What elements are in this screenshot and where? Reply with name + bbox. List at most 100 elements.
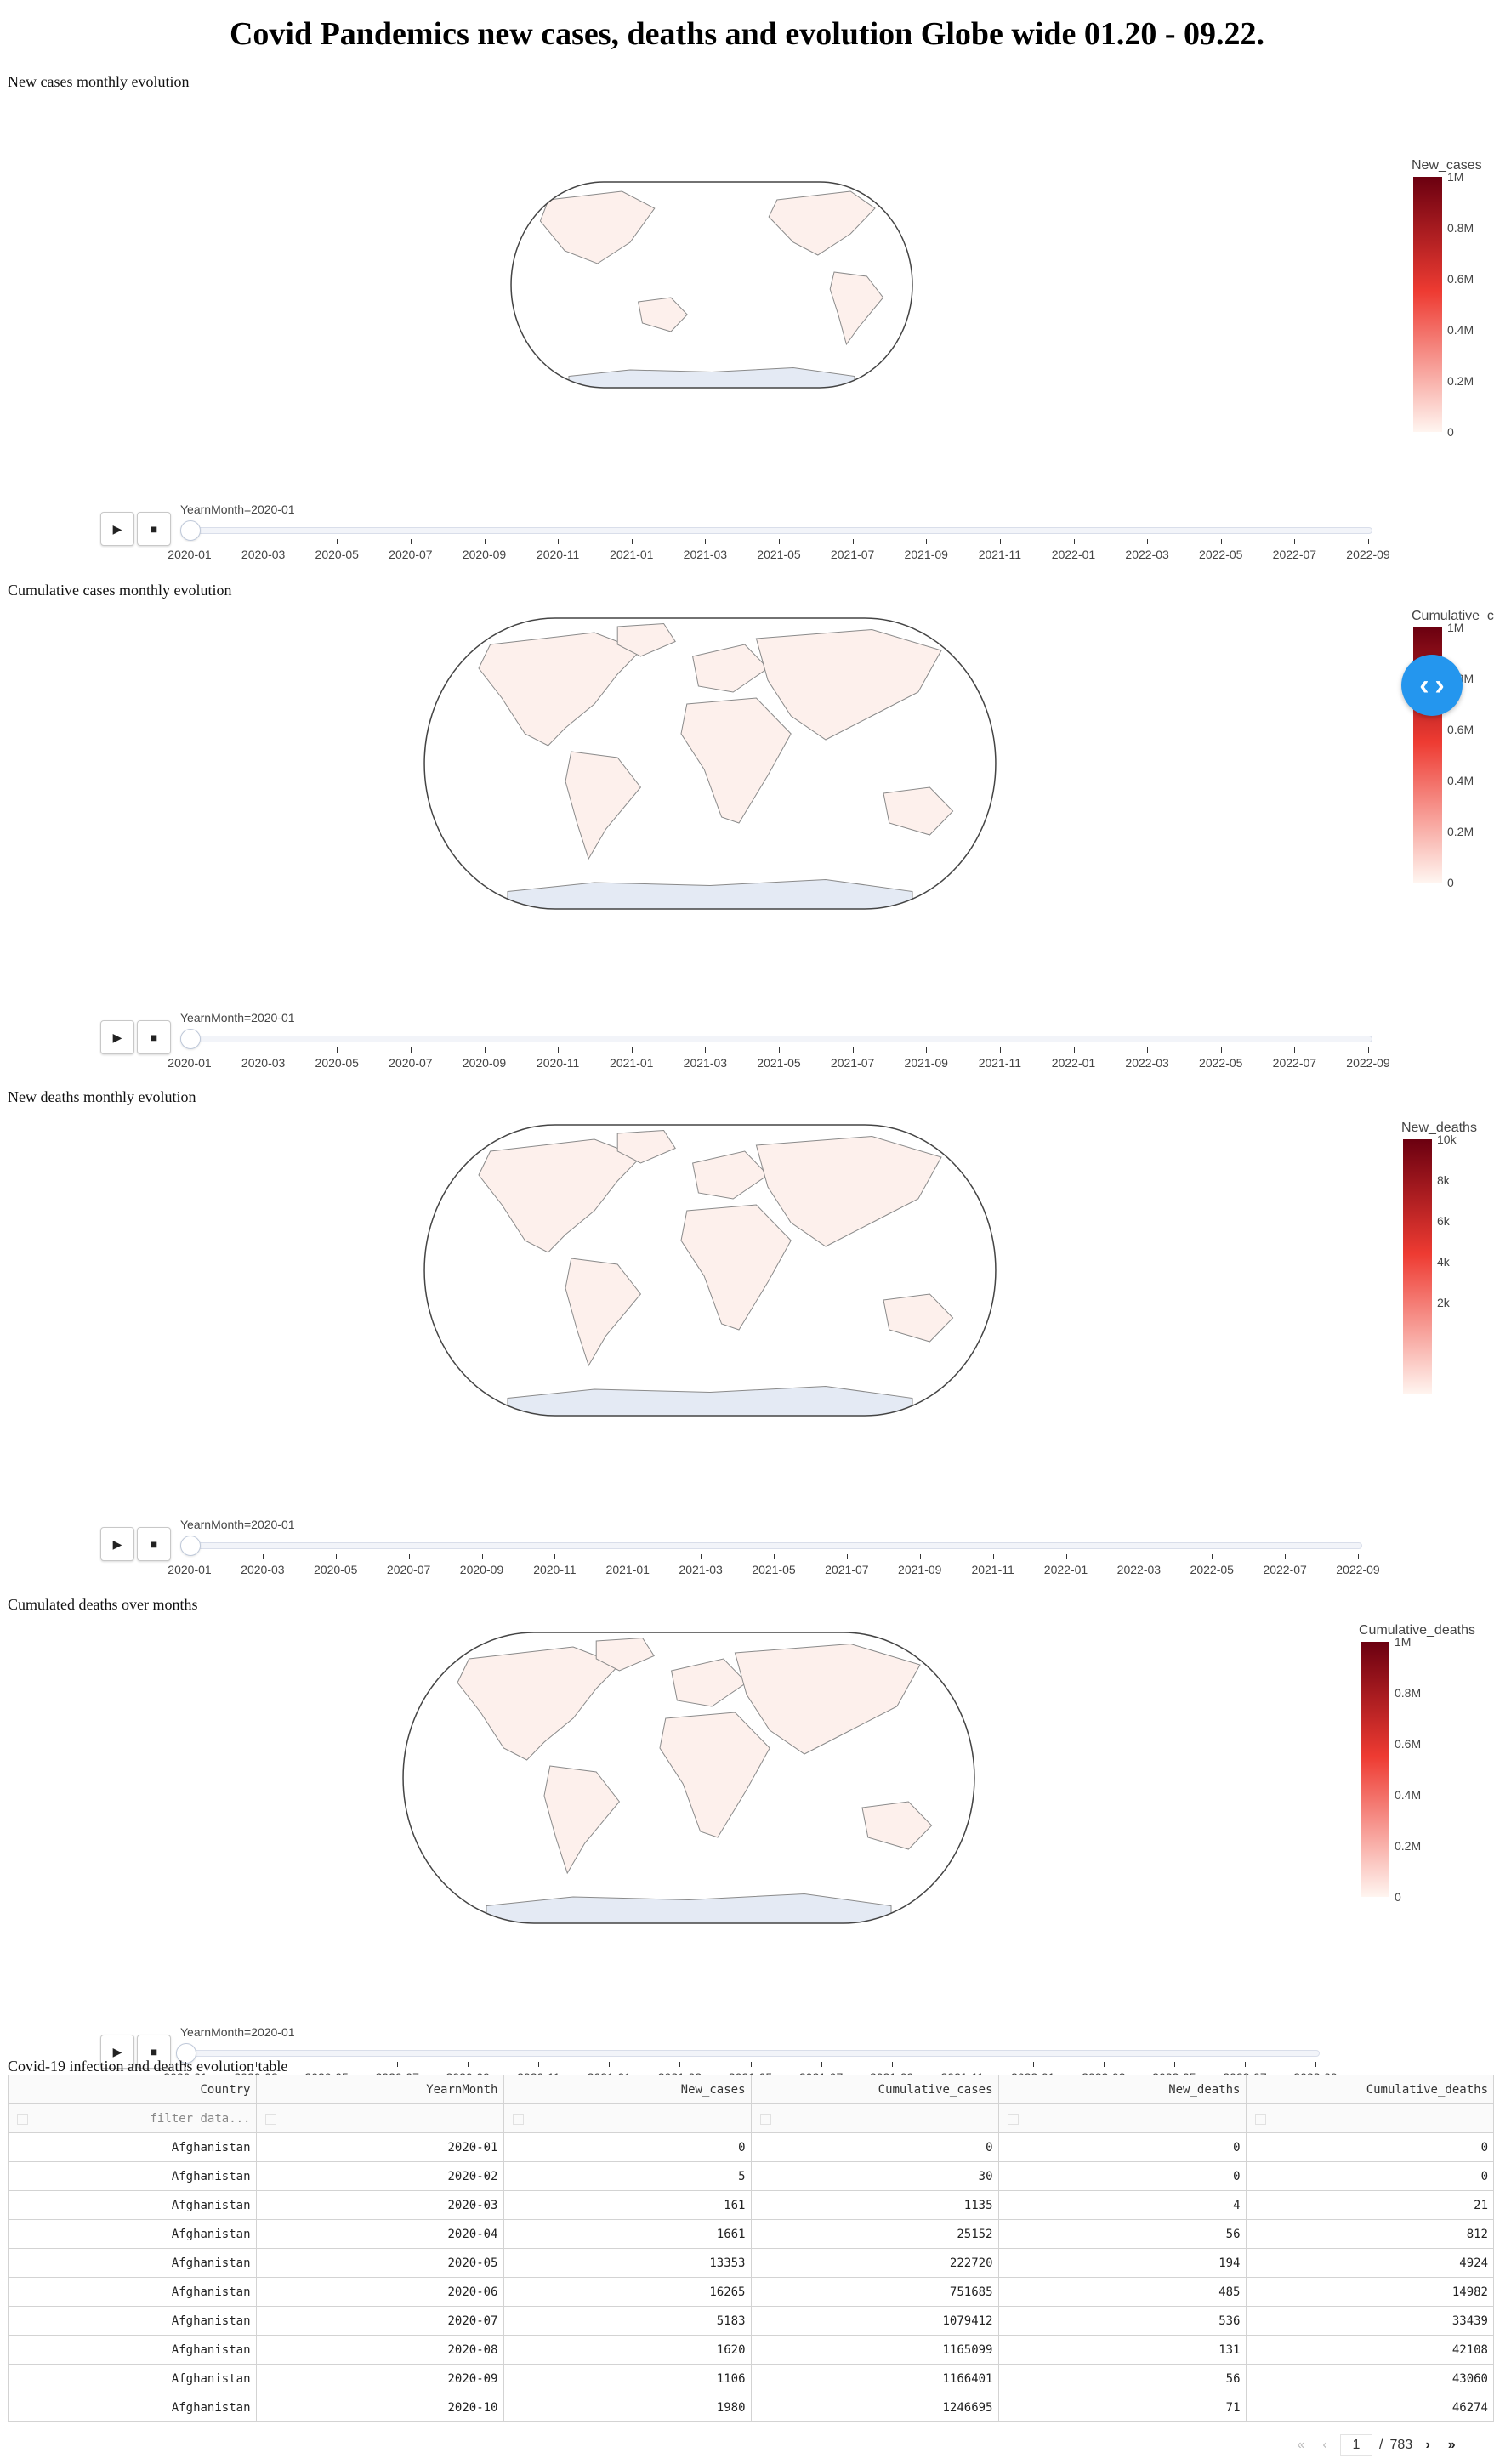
table-cell-new_deaths[interactable]: 485 <box>998 2277 1247 2307</box>
filter-input-cumulative_deaths[interactable] <box>1246 2103 1493 2133</box>
table-row[interactable]: Afghanistan 2020-09 1106 1166401 56 43060 <box>9 2364 1493 2393</box>
table-cell-cumulative_deaths[interactable]: 0 <box>1246 2132 1493 2162</box>
code-toggle-button[interactable]: ‹ › <box>1401 655 1463 716</box>
table-cell-new_deaths[interactable]: 131 <box>998 2335 1247 2365</box>
table-cell-yearnmonth[interactable]: 2020-08 <box>256 2335 504 2365</box>
slider-tick-label[interactable]: 2020-01 <box>168 1563 212 1576</box>
table-cell-new_cases[interactable]: 1106 <box>503 2364 752 2393</box>
slider-tick-label[interactable]: 2021-09 <box>904 1056 948 1070</box>
column-header-new_cases[interactable]: New_cases <box>503 2075 752 2104</box>
slider-tick-label[interactable]: 2020-03 <box>241 1563 285 1576</box>
prev-page-icon[interactable]: ‹ <box>1322 2438 1327 2452</box>
country-shape-southAmerica[interactable] <box>565 1258 642 1367</box>
table-cell-new_cases[interactable]: 1620 <box>503 2335 752 2365</box>
slider-tick-label[interactable]: 2021-11 <box>971 1563 1014 1576</box>
table-row[interactable]: Afghanistan 2020-06 16265 751685 485 14982 <box>9 2277 1493 2307</box>
table-cell-new_cases[interactable]: 5 <box>503 2161 752 2191</box>
column-header-country[interactable]: Country <box>9 2075 257 2104</box>
table-row[interactable]: Afghanistan 2020-05 13353 222720 194 4924 <box>9 2248 1493 2278</box>
country-shape-greenland[interactable] <box>616 622 676 657</box>
play-button[interactable]: ▶ <box>100 1020 134 1054</box>
page-number-input[interactable]: 1 <box>1340 2434 1372 2456</box>
slider-tick-label[interactable]: 2021-09 <box>904 548 948 561</box>
slider-tick-label[interactable]: 2021-03 <box>683 1056 728 1070</box>
table-cell-cumulative_deaths[interactable]: 42108 <box>1246 2335 1493 2365</box>
slider-tick-label[interactable]: 2021-11 <box>978 548 1022 561</box>
table-cell-new_deaths[interactable]: 56 <box>998 2364 1247 2393</box>
filter-checkbox[interactable] <box>1007 2114 1019 2125</box>
world-map-new-deaths[interactable] <box>421 1121 999 1419</box>
country-shape-greenland[interactable] <box>595 1637 655 1672</box>
slider-tick-label[interactable]: 2021-03 <box>679 1563 723 1576</box>
slider-tick-label[interactable]: 2020-03 <box>241 1056 286 1070</box>
slider-tick-label[interactable]: 2022-05 <box>1190 1563 1234 1576</box>
table-cell-cumulative_deaths[interactable]: 43060 <box>1246 2364 1493 2393</box>
slider-tick-label[interactable]: 2020-09 <box>459 1563 504 1576</box>
first-page-icon[interactable]: « <box>1297 2438 1305 2452</box>
table-cell-new_cases[interactable]: 0 <box>503 2132 752 2162</box>
table-row[interactable]: Afghanistan 2020-04 1661 25152 56 812 <box>9 2219 1493 2249</box>
country-shape-australia[interactable] <box>883 786 954 836</box>
table-cell-new_deaths[interactable]: 56 <box>998 2219 1247 2249</box>
table-cell-cumulative_cases[interactable]: 30 <box>751 2161 999 2191</box>
country-shape-southAmerica[interactable] <box>565 751 642 860</box>
table-cell-yearnmonth[interactable]: 2020-01 <box>256 2132 504 2162</box>
table-cell-cumulative_cases[interactable]: 0 <box>751 2132 999 2162</box>
table-cell-cumulative_cases[interactable]: 1165099 <box>751 2335 999 2365</box>
table-cell-cumulative_deaths[interactable]: 33439 <box>1246 2306 1493 2336</box>
filter-checkbox[interactable] <box>512 2114 524 2125</box>
table-cell-new_cases[interactable]: 1980 <box>503 2393 752 2422</box>
filter-checkbox[interactable] <box>759 2114 771 2125</box>
slider-tick-label[interactable]: 2022-09 <box>1346 1056 1390 1070</box>
slider-tick-label[interactable]: 2020-07 <box>389 548 433 561</box>
timeline-slider-handle[interactable] <box>176 2043 196 2064</box>
country-shape-europe[interactable] <box>671 1658 747 1707</box>
slider-tick-label[interactable]: 2020-03 <box>241 548 286 561</box>
slider-tick-label[interactable]: 2020-11 <box>536 1056 580 1070</box>
filter-input-yearnmonth[interactable] <box>256 2103 504 2133</box>
table-cell-cumulative_cases[interactable]: 1246695 <box>751 2393 999 2422</box>
filter-input-new_cases[interactable] <box>503 2103 752 2133</box>
timeline-slider-handle[interactable] <box>180 1536 201 1556</box>
play-button[interactable]: ▶ <box>100 512 134 546</box>
country-shape-asia[interactable] <box>755 628 942 741</box>
column-header-new_deaths[interactable]: New_deaths <box>998 2075 1247 2104</box>
slider-tick-label[interactable]: 2020-11 <box>533 1563 577 1576</box>
slider-tick-label[interactable]: 2022-03 <box>1116 1563 1162 1576</box>
table-row[interactable]: Afghanistan 2020-03 161 1135 4 21 <box>9 2190 1493 2220</box>
slider-tick-label[interactable]: 2021-01 <box>610 1056 654 1070</box>
country-shape-australia[interactable] <box>861 1801 933 1850</box>
slider-tick-label[interactable]: 2020-01 <box>168 548 212 561</box>
timeline-slider-handle[interactable] <box>180 1029 201 1049</box>
slider-tick-label[interactable]: 2020-05 <box>314 1563 358 1576</box>
slider-tick-label[interactable]: 2022-09 <box>1346 548 1390 561</box>
timeline-slider-track[interactable] <box>187 527 1372 534</box>
slider-tick-label[interactable]: 2021-05 <box>757 548 801 561</box>
play-button[interactable]: ▶ <box>100 2035 134 2069</box>
filter-input-new_deaths[interactable] <box>998 2103 1247 2133</box>
table-cell-new_deaths[interactable]: 536 <box>998 2306 1247 2336</box>
timeline-slider-handle[interactable] <box>180 520 201 541</box>
slider-tick-label[interactable]: 2022-01 <box>1051 1056 1096 1070</box>
table-row[interactable]: Afghanistan 2020-10 1980 1246695 71 46274 <box>9 2393 1493 2422</box>
stop-button[interactable]: ■ <box>137 512 171 546</box>
slider-tick-label[interactable]: 2021-07 <box>830 1056 875 1070</box>
table-cell-yearnmonth[interactable]: 2020-04 <box>256 2219 504 2249</box>
slider-tick-label[interactable]: 2022-07 <box>1263 1563 1307 1576</box>
table-cell-country[interactable]: Afghanistan <box>9 2219 257 2249</box>
country-shape-southAmerica[interactable] <box>829 271 884 346</box>
table-cell-cumulative_cases[interactable]: 222720 <box>751 2248 999 2278</box>
filter-checkbox[interactable] <box>264 2114 276 2125</box>
table-cell-country[interactable]: Afghanistan <box>9 2277 257 2307</box>
table-cell-yearnmonth[interactable]: 2020-06 <box>256 2277 504 2307</box>
world-map-cumulative-cases[interactable] <box>421 615 999 912</box>
world-map-new-cases[interactable] <box>508 179 916 391</box>
country-shape-africa[interactable] <box>659 1712 770 1838</box>
table-cell-country[interactable]: Afghanistan <box>9 2190 257 2220</box>
table-row[interactable]: Afghanistan 2020-02 5 30 0 0 <box>9 2161 1493 2191</box>
country-shape-europe[interactable] <box>692 644 769 693</box>
slider-tick-label[interactable]: 2021-05 <box>752 1563 796 1576</box>
column-header-yearnmonth[interactable]: YearnMonth <box>256 2075 504 2104</box>
table-cell-country[interactable]: Afghanistan <box>9 2335 257 2365</box>
table-cell-new_cases[interactable]: 5183 <box>503 2306 752 2336</box>
